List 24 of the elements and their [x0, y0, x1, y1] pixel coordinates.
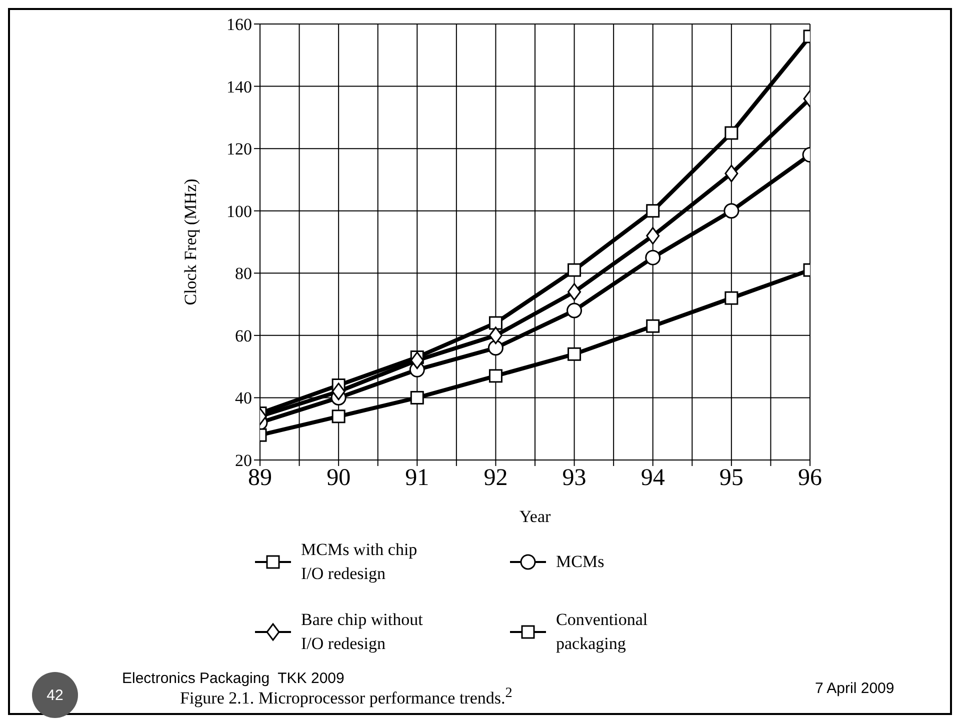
y-tick-label: 40 [235, 388, 252, 408]
x-axis-title: Year [519, 507, 551, 526]
y-tick-label: 60 [235, 326, 252, 346]
text: Electronics Packaging TKK 2009 [122, 670, 344, 687]
y-tick-label: 80 [235, 264, 252, 284]
x-tick-label: 91 [405, 465, 430, 492]
legend-label: Conventional packaging [556, 609, 649, 655]
y-tick-label: 120 [226, 140, 252, 159]
y-tick-label: 160 [226, 15, 252, 34]
x-tick-label: 93 [562, 465, 586, 492]
x-tick-label: 90 [326, 465, 351, 492]
legend-label: MCMs with chip I/O redesign [301, 539, 418, 585]
x-tick-label: 95 [719, 465, 744, 492]
text: 42 [32, 672, 78, 718]
x-tick-label: 94 [640, 465, 665, 492]
legend-label: MCMs [556, 551, 604, 573]
x-tick-label: 96 [798, 465, 822, 492]
x-tick-label: 92 [484, 465, 508, 492]
y-tick-label: 100 [226, 202, 252, 221]
caption: Figure 2.1. Microprocessor performance trends.$^{2}$ [180, 685, 512, 708]
y-axis-title: Clock Freq (MHz) [181, 178, 200, 306]
legend-label: Bare chip without I/O redesign [301, 609, 424, 655]
y-tick-label: 140 [226, 77, 252, 96]
text: 7 April 2009 [815, 680, 894, 697]
